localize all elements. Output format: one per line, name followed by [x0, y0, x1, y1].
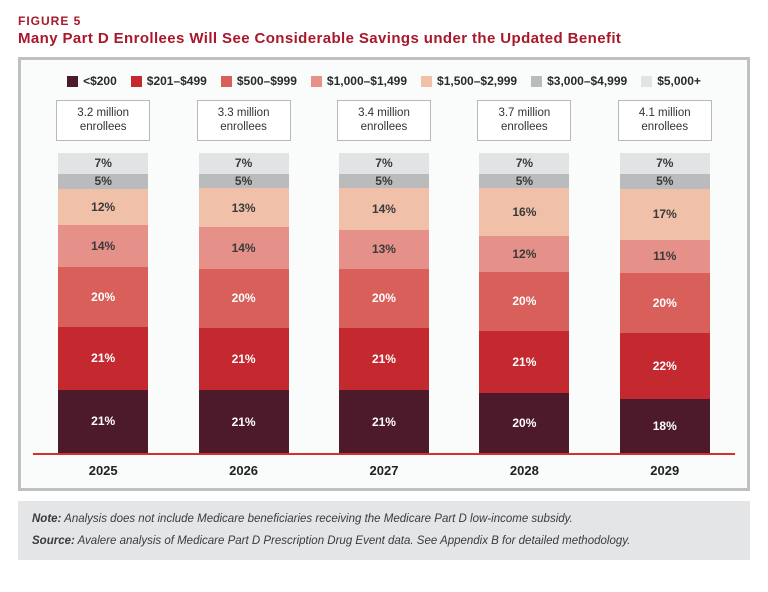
bar-column: 3.3 million enrollees7%5%13%14%20%21%21%	[177, 100, 310, 453]
bar-segment: 7%	[479, 153, 569, 174]
bar-segment: 5%	[479, 174, 569, 189]
bar-segment: 5%	[339, 174, 429, 189]
bar-column: 3.2 million enrollees7%5%12%14%20%21%21%	[37, 100, 170, 453]
bar-segment: 21%	[339, 328, 429, 390]
bar-segment: 21%	[58, 390, 148, 453]
bar-segment: 20%	[479, 393, 569, 452]
bar-segment: 5%	[58, 174, 148, 189]
enrollee-box: 3.4 million enrollees	[337, 100, 431, 141]
bars-row: 3.2 million enrollees7%5%12%14%20%21%21%…	[33, 100, 735, 455]
bar-segment: 17%	[620, 189, 710, 240]
legend-item: $1,000–$1,499	[311, 74, 407, 88]
stacked-bar: 7%5%12%14%20%21%21%	[58, 153, 148, 453]
bar-segment: 14%	[339, 188, 429, 230]
note-block: Note: Analysis does not include Medicare…	[18, 501, 750, 560]
bar-segment: 21%	[58, 327, 148, 390]
bar-segment: 13%	[339, 230, 429, 269]
bar-segment: 21%	[199, 328, 289, 390]
legend-swatch	[221, 76, 232, 87]
bar-segment: 14%	[58, 225, 148, 267]
legend-label: $1,000–$1,499	[327, 74, 407, 88]
bar-column: 3.4 million enrollees7%5%14%13%20%21%21%	[317, 100, 450, 453]
bar-segment: 7%	[339, 153, 429, 174]
enrollee-box: 4.1 million enrollees	[618, 100, 712, 141]
legend-item: <$200	[67, 74, 117, 88]
legend-label: $1,500–$2,999	[437, 74, 517, 88]
bar-segment: 5%	[620, 174, 710, 189]
x-axis-label: 2025	[37, 463, 170, 478]
legend-swatch	[421, 76, 432, 87]
x-axis-label: 2029	[598, 463, 731, 478]
bar-segment: 20%	[620, 273, 710, 333]
stacked-bar: 7%5%17%11%20%22%18%	[620, 153, 710, 453]
bar-segment: 16%	[479, 188, 569, 236]
x-axis: 2025 2026 2027 2028 2029	[33, 463, 735, 478]
note-text: Analysis does not include Medicare benef…	[61, 513, 572, 525]
legend-swatch	[67, 76, 78, 87]
legend-item: $201–$499	[131, 74, 207, 88]
stacked-bar: 7%5%13%14%20%21%21%	[199, 153, 289, 453]
bar-segment: 22%	[620, 333, 710, 399]
legend-swatch	[311, 76, 322, 87]
bar-segment: 7%	[58, 153, 148, 174]
enrollee-box: 3.7 million enrollees	[477, 100, 571, 141]
note-label: Note:	[32, 513, 61, 525]
x-axis-label: 2028	[458, 463, 591, 478]
bar-segment: 18%	[620, 399, 710, 453]
bar-segment: 7%	[620, 153, 710, 174]
enrollee-box: 3.3 million enrollees	[197, 100, 291, 141]
legend-swatch	[641, 76, 652, 87]
bar-column: 4.1 million enrollees 7%5%17%11%20%22%18%	[598, 100, 731, 453]
bar-segment: 12%	[479, 236, 569, 272]
source-label: Source:	[32, 535, 75, 547]
bar-segment: 21%	[479, 331, 569, 393]
stacked-bar: 7%5%14%13%20%21%21%	[339, 153, 429, 453]
bar-column: 3.7 million enrollees7%5%16%12%20%21%20%	[458, 100, 591, 453]
chart-frame: <$200 $201–$499 $500–$999 $1,000–$1,499 $1,5…	[18, 57, 750, 491]
enrollee-box: 3.2 million enrollees	[56, 100, 150, 141]
legend-swatch	[131, 76, 142, 87]
x-axis-label: 2026	[177, 463, 310, 478]
bar-segment: 7%	[199, 153, 289, 174]
bar-segment: 5%	[199, 174, 289, 189]
legend-swatch	[531, 76, 542, 87]
bar-segment: 20%	[199, 269, 289, 328]
bar-segment: 20%	[479, 272, 569, 331]
source-text: Avalere analysis of Medicare Part D Pres…	[75, 535, 631, 547]
legend-item: $1,500–$2,999	[421, 74, 517, 88]
bar-segment: 12%	[58, 189, 148, 225]
bar-segment: 11%	[620, 240, 710, 273]
bar-segment: 20%	[58, 267, 148, 327]
legend-label: $201–$499	[147, 74, 207, 88]
figure-label: FIGURE 5	[18, 14, 750, 28]
legend-label: $5,000+	[657, 74, 701, 88]
bar-segment: 14%	[199, 227, 289, 269]
legend-label: <$200	[83, 74, 117, 88]
legend-label: $3,000–$4,999	[547, 74, 627, 88]
bar-segment: 20%	[339, 269, 429, 328]
figure-title: Many Part D Enrollees Will See Considera…	[18, 30, 750, 47]
bar-segment: 21%	[199, 390, 289, 452]
x-axis-label: 2027	[317, 463, 450, 478]
legend-item: $5,000+	[641, 74, 701, 88]
legend-item: $500–$999	[221, 74, 297, 88]
legend: <$200 $201–$499 $500–$999 $1,000–$1,499 $1,5…	[33, 74, 735, 88]
legend-item: $3,000–$4,999	[531, 74, 627, 88]
legend-label: $500–$999	[237, 74, 297, 88]
stacked-bar: 7%5%16%12%20%21%20%	[479, 153, 569, 453]
bar-segment: 21%	[339, 390, 429, 452]
bar-segment: 13%	[199, 188, 289, 227]
